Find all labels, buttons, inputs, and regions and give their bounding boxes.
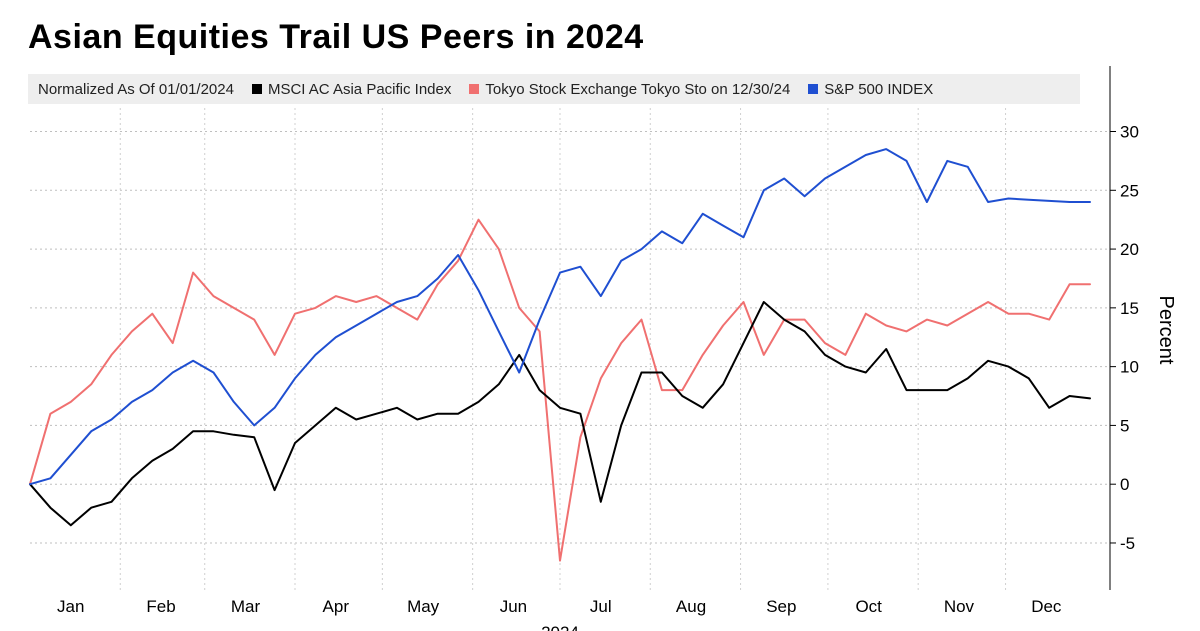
- x-tick-label: Jul: [590, 597, 612, 616]
- y-axis-label: Percent: [1155, 296, 1177, 365]
- x-tick-label: May: [407, 597, 440, 616]
- legend-item-tokyo: Tokyo Stock Exchange Tokyo Sto on 12/30/…: [469, 81, 790, 98]
- y-tick-label: -5: [1120, 534, 1135, 553]
- x-tick-label: Aug: [676, 597, 706, 616]
- y-tick-label: 0: [1120, 475, 1129, 494]
- legend-swatch-sp500: [808, 84, 819, 94]
- legend-swatch-msci: [251, 84, 262, 94]
- y-tick-label: 5: [1120, 416, 1129, 435]
- x-tick-label: Sep: [766, 597, 796, 616]
- y-tick-label: 25: [1120, 181, 1139, 200]
- chart-title: Asian Equities Trail US Peers in 2024: [28, 18, 644, 56]
- legend-label-tokyo: Tokyo Stock Exchange Tokyo Sto on 12/30/…: [485, 80, 791, 98]
- x-tick-label: Apr: [323, 597, 350, 616]
- legend-label-sp500: S&P 500 INDEX: [824, 80, 934, 98]
- series-line-2: [29, 148, 1091, 486]
- legend-item-sp500: S&P 500 INDEX: [808, 81, 933, 98]
- legend: Normalized As Of 01/01/2024 MSCI AC Asia…: [28, 74, 1080, 104]
- series-line-1: [29, 218, 1091, 562]
- x-tick-label: Dec: [1031, 597, 1062, 616]
- y-tick-label: 20: [1120, 240, 1139, 259]
- legend-note: Normalized As Of 01/01/2024: [38, 80, 234, 98]
- series-line-0: [29, 301, 1091, 527]
- x-tick-label: Mar: [231, 597, 261, 616]
- legend-label-msci: MSCI AC Asia Pacific Index: [267, 80, 452, 98]
- y-tick-label: 15: [1120, 299, 1139, 318]
- x-tick-label: Oct: [855, 597, 882, 616]
- legend-item-msci: MSCI AC Asia Pacific Index: [251, 80, 452, 98]
- x-tick-label: Jan: [57, 597, 84, 616]
- y-tick-label: 30: [1120, 123, 1139, 142]
- x-tick-label: Nov: [944, 597, 975, 616]
- x-axis-label: 2024: [541, 623, 579, 631]
- x-tick-label: Jun: [500, 597, 527, 616]
- x-tick-label: Feb: [146, 597, 175, 616]
- y-tick-label: 10: [1120, 358, 1139, 377]
- legend-swatch-tokyo: [469, 84, 480, 94]
